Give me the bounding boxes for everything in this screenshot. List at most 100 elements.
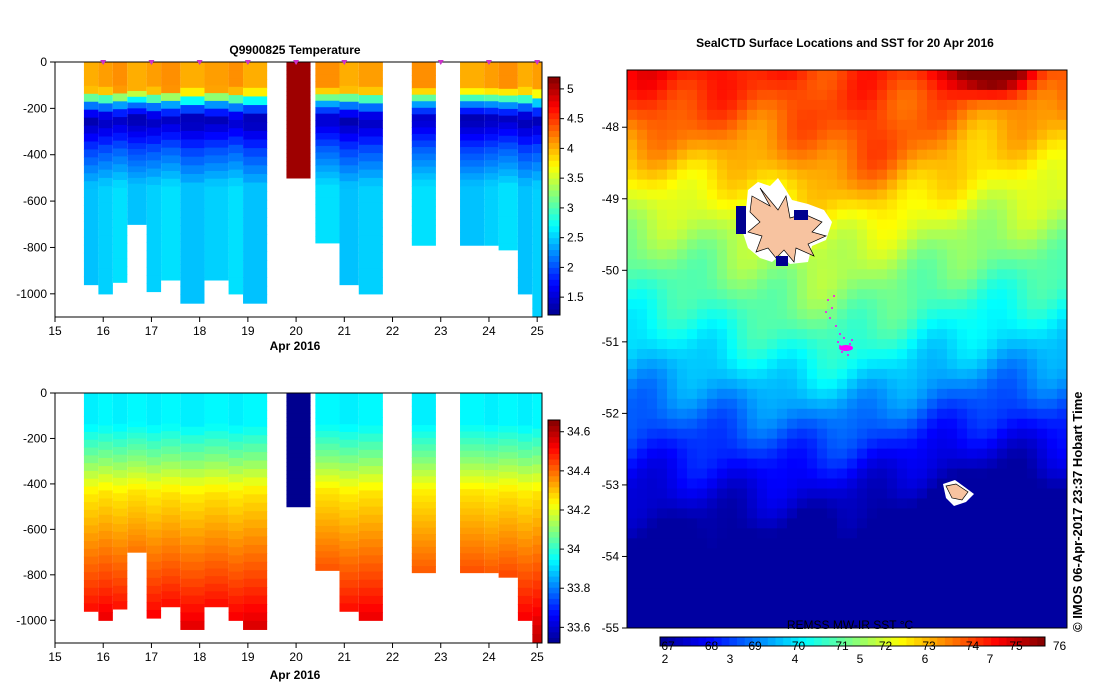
sst-cell [647,79,658,91]
sst-cell [967,398,978,410]
colorbar-cell [548,592,560,599]
seal-track-north [747,187,828,263]
sst-cell [747,578,758,589]
sst-cell [637,179,648,191]
sst-cell [947,518,958,529]
sst-cell [667,129,678,141]
sst-cell [907,398,918,410]
profile-cell [243,285,268,296]
sst-cell [1007,598,1018,609]
sst-cell [957,468,968,480]
sst-cell [887,588,898,599]
profile-cell [180,426,205,436]
sst-cell [717,129,728,141]
sst-cell [627,239,638,250]
profile-cell [286,169,311,175]
profile-cell [83,393,99,402]
sst-cell [677,608,688,619]
sst-cell [807,588,818,599]
sst-cell [687,199,698,211]
profile-cell [358,457,383,467]
sst-cell [687,209,698,221]
profile-cell [498,75,518,83]
sst-cell [817,508,828,519]
sst-cell [1037,289,1048,300]
sst-cell [717,199,728,211]
profile-cell [98,539,113,548]
profile-cell [127,518,147,525]
sst-cell [927,478,938,490]
sst-cell [1047,438,1058,450]
sst-cell [837,129,848,141]
sst-cell [767,309,778,320]
profile-cell [484,495,499,503]
sst-cell [687,588,698,599]
profile-cell [204,85,229,94]
profile-column [83,62,99,286]
profile-cell [532,393,542,403]
sst-cell [917,368,928,380]
sst-cell [777,448,788,460]
sst-cell [647,468,658,480]
sst-cell [857,229,868,240]
profile-cell [180,208,205,218]
sst-cell [897,428,908,440]
profile-cell [484,476,499,484]
sst-cell [927,309,938,320]
sst-cell [817,89,828,101]
sst-cell [857,149,868,161]
profile-cell [484,160,499,168]
sst-cell [1057,289,1067,300]
sst-cell [757,299,768,310]
sst-cell [887,518,898,529]
profile-cell [228,177,244,187]
sst-cell [647,428,658,440]
sst-cell [727,349,738,360]
sst-cell [907,608,918,619]
sst-cell [1047,598,1058,609]
sst-cell [807,438,818,450]
sst-cell [907,249,918,260]
sst-cell [837,159,848,171]
profile-cell [532,616,542,626]
profile-cell [532,134,542,145]
sst-cell [1047,418,1058,430]
profile-cell [358,595,383,605]
profile-cell [484,559,499,567]
profile-cell [112,172,128,181]
profile-cell [517,393,533,402]
sst-cell [807,578,818,589]
profile-cell [498,68,518,77]
profile-cell [517,457,533,467]
sst-cell [997,438,1008,450]
sst-cell [757,568,768,579]
sst-cell [737,428,748,440]
sst-cell [727,279,738,290]
sst-cell [697,289,708,300]
profile-cell [339,77,359,87]
sst-cell [947,99,958,111]
profile-cell [411,81,436,89]
profile-cell [98,103,113,113]
sst-cell [877,299,888,310]
profile-cell [243,426,268,436]
sst-cell [917,279,928,290]
sst-cell [827,329,838,340]
profile-cell [98,595,113,605]
sst-cell [847,478,858,490]
sst-cell [667,159,678,171]
profile-cell [98,498,113,508]
sst-cell [787,159,798,171]
sst-cell [797,149,808,161]
sst-cell [917,269,928,280]
profile-cell [228,62,244,71]
profile-cell [180,528,205,538]
sst-cell [977,568,988,579]
profile-cell [358,260,383,270]
profile-cell [498,142,518,150]
sst-cell [767,608,778,619]
profile-cell [204,62,229,71]
sst-cell [847,70,858,81]
sst-cell [927,538,938,549]
sst-cell [987,109,998,121]
